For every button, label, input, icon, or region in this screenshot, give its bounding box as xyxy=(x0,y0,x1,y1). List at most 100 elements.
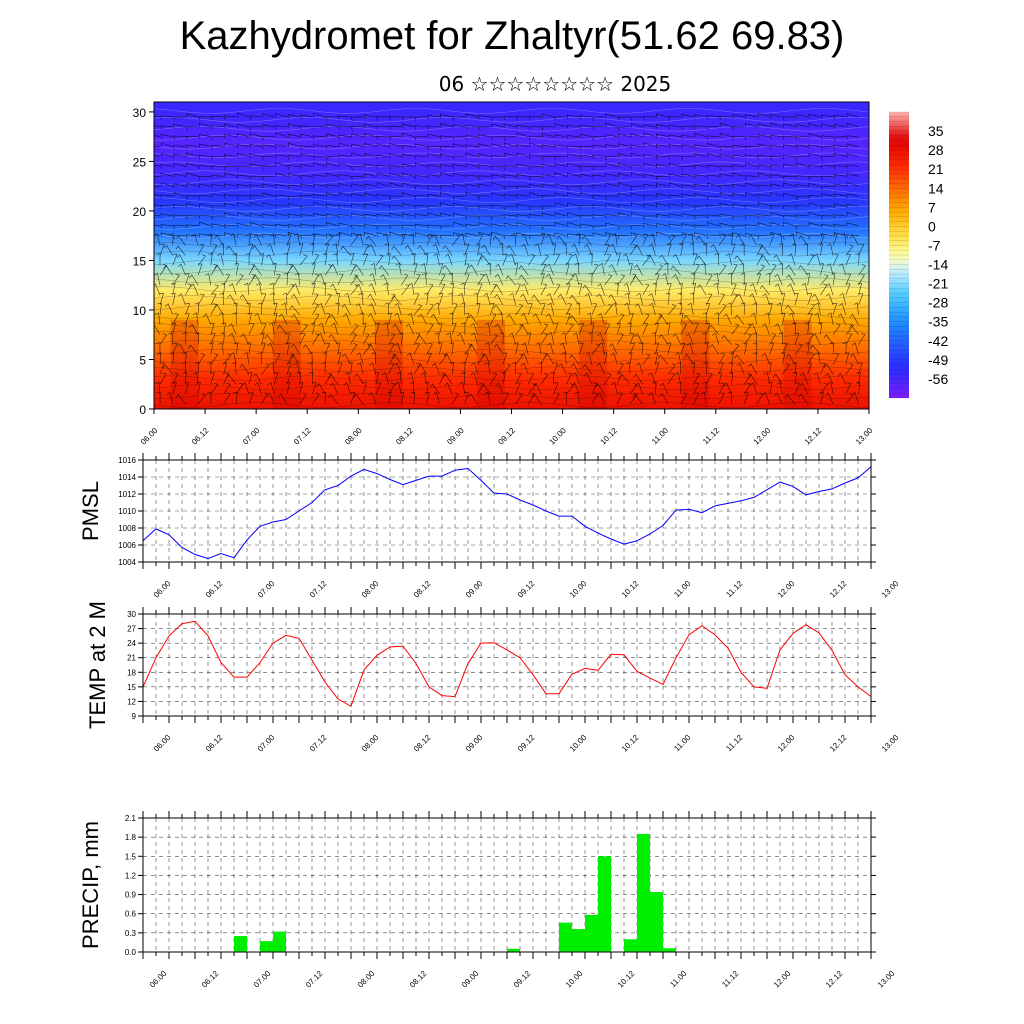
xtick-label: 07.00 xyxy=(256,733,277,754)
precip-bar xyxy=(507,948,520,952)
ytick-label: 18 xyxy=(127,668,136,677)
xtick-label: 12.00 xyxy=(776,733,797,754)
cs-xtick-label: 13.00 xyxy=(854,426,875,447)
ytick-label: 0.9 xyxy=(125,891,137,900)
panel-ylabel: PRECIP, mm xyxy=(78,821,103,949)
ytick-label: 30 xyxy=(127,610,136,619)
warm-streaks xyxy=(170,319,812,409)
cs-xtick-label: 06.00 xyxy=(139,426,160,447)
ytick-label: 0.6 xyxy=(125,910,137,919)
ytick-label: 12 xyxy=(127,697,136,706)
colorbar-label: 7 xyxy=(928,199,936,215)
colorbar-label: 14 xyxy=(928,180,944,196)
ytick-label: 1006 xyxy=(118,541,136,550)
colorbar-label: -56 xyxy=(928,371,948,387)
precip-bar xyxy=(260,941,273,952)
xtick-label: 10.12 xyxy=(616,969,637,990)
xtick-label: 06.00 xyxy=(152,733,173,754)
ytick-label: 15 xyxy=(127,683,136,692)
wind-barbs xyxy=(154,112,866,405)
panel-ylabel: TEMP at 2 M xyxy=(85,601,110,729)
ytick-label: 1008 xyxy=(118,524,136,533)
colorbar xyxy=(889,112,909,398)
xtick-label: 09.12 xyxy=(512,969,533,990)
xtick-label: 10.12 xyxy=(620,579,641,600)
xtick-label: 06.12 xyxy=(204,733,225,754)
xtick-label: 09.12 xyxy=(516,733,537,754)
panel-ylabel: PMSL xyxy=(78,481,103,541)
ytick-label: 1.8 xyxy=(125,833,137,842)
xtick-label: 06.12 xyxy=(204,579,225,600)
xtick-label: 10.12 xyxy=(620,733,641,754)
cs-xtick-label: 12.00 xyxy=(752,426,773,447)
xtick-label: 11.00 xyxy=(668,969,688,989)
xtick-label: 11.00 xyxy=(672,733,692,753)
precip-bar xyxy=(585,914,598,952)
xtick-label: 09.00 xyxy=(460,969,481,990)
xtick-label: 11.00 xyxy=(672,579,692,599)
cs-xtick-label: 07.12 xyxy=(292,426,313,447)
cs-ytick-label: 30 xyxy=(133,106,147,120)
precip-bar xyxy=(559,922,572,952)
ytick-label: 1012 xyxy=(118,490,136,499)
colorbar-label: -14 xyxy=(928,257,948,273)
ytick-label: 1016 xyxy=(118,456,136,465)
xtick-label: 11.12 xyxy=(724,733,744,753)
cs-xtick-label: 12.12 xyxy=(803,426,824,447)
ytick-label: 0.3 xyxy=(125,929,137,938)
xtick-label: 06.12 xyxy=(200,969,221,990)
precip-bar xyxy=(637,833,650,952)
cs-ytick-label: 15 xyxy=(133,254,147,268)
xtick-label: 11.12 xyxy=(724,579,744,599)
colorbar-label: -7 xyxy=(928,237,941,253)
xtick-label: 10.00 xyxy=(568,579,589,600)
cs-ytick-label: 0 xyxy=(139,403,146,417)
cs-xtick-label: 11.00 xyxy=(650,426,670,446)
precip-bar xyxy=(663,948,676,952)
ytick-label: 0.0 xyxy=(125,948,137,957)
cs-xtick-label: 10.12 xyxy=(599,426,620,447)
xtick-label: 12.12 xyxy=(824,969,845,990)
xtick-label: 12.00 xyxy=(772,969,793,990)
chart-subtitle: 06 ☆☆☆☆☆☆☆☆ 2025 xyxy=(438,72,672,96)
xtick-label: 07.00 xyxy=(252,969,273,990)
xtick-label: 08.12 xyxy=(412,579,433,600)
xtick-label: 09.00 xyxy=(464,733,485,754)
cs-xtick-label: 10.00 xyxy=(547,426,568,447)
colorbar-label: 28 xyxy=(928,142,944,158)
colorbar-label: 35 xyxy=(928,123,944,139)
xtick-label: 08.12 xyxy=(408,969,429,990)
cs-xtick-label: 08.00 xyxy=(343,426,364,447)
ytick-label: 1.2 xyxy=(125,871,137,880)
xtick-label: 13.00 xyxy=(880,733,901,754)
colorbar-label: -49 xyxy=(928,352,948,368)
xtick-label: 09.00 xyxy=(464,579,485,600)
xtick-label: 06.00 xyxy=(148,969,169,990)
cs-xtick-label: 08.12 xyxy=(394,426,415,447)
colorbar-label: 21 xyxy=(928,161,944,177)
xtick-label: 10.00 xyxy=(568,733,589,754)
xtick-label: 08.00 xyxy=(356,969,377,990)
xtick-label: 09.12 xyxy=(516,579,537,600)
cs-xtick-label: 11.12 xyxy=(701,426,721,446)
precip-bar xyxy=(650,892,663,952)
xtick-label: 07.12 xyxy=(308,733,329,754)
colorbar-label: -28 xyxy=(928,295,948,311)
xtick-label: 08.00 xyxy=(360,579,381,600)
precip-bar xyxy=(572,929,585,952)
cs-ytick-label: 10 xyxy=(133,304,147,318)
ytick-label: 1014 xyxy=(118,473,136,482)
precip-bar xyxy=(598,856,611,952)
xtick-label: 07.12 xyxy=(304,969,325,990)
series-line xyxy=(142,466,872,560)
ytick-label: 9 xyxy=(132,712,137,721)
xtick-label: 11.12 xyxy=(720,969,740,989)
xtick-label: 10.00 xyxy=(564,969,585,990)
cs-xtick-label: 06.12 xyxy=(190,426,211,447)
xtick-label: 08.00 xyxy=(360,733,381,754)
cs-xtick-label: 07.00 xyxy=(241,426,262,447)
xtick-label: 12.12 xyxy=(828,733,849,754)
chart-title: Kazhydromet for Zhaltyr(51.62 69.83) xyxy=(179,14,845,58)
ytick-label: 27 xyxy=(127,625,136,634)
ytick-label: 21 xyxy=(127,654,136,663)
